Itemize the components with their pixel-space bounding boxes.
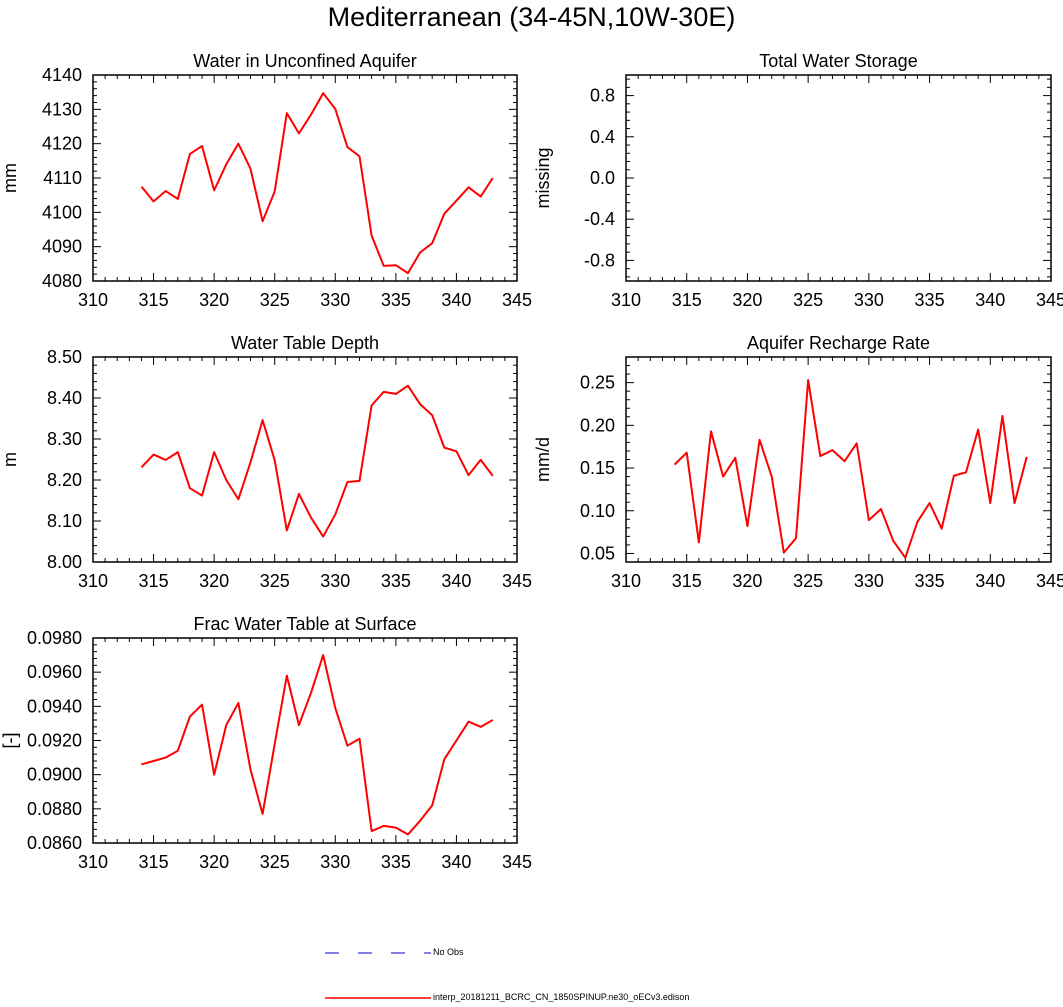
- x-tick-label: 345: [502, 571, 532, 591]
- y-tick-label: 0.0880: [27, 799, 82, 819]
- y-tick-label: 8.20: [47, 470, 82, 490]
- x-tick-label: 335: [381, 290, 411, 310]
- x-tick-label: 345: [502, 852, 532, 872]
- x-tick-label: 315: [139, 290, 169, 310]
- x-tick-label: 325: [260, 290, 290, 310]
- panel-title: Water Table Depth: [231, 333, 379, 353]
- y-tick-label: 0.0920: [27, 731, 82, 751]
- x-tick-label: 310: [78, 290, 108, 310]
- x-tick-label: 325: [793, 571, 823, 591]
- panel-title: Total Water Storage: [759, 51, 917, 71]
- series-line: [140, 384, 494, 538]
- y-tick-label: 0.05: [580, 543, 615, 563]
- x-tick-label: 345: [1036, 290, 1063, 310]
- y-tick-label: 4120: [42, 134, 82, 154]
- plot-frame: [92, 74, 518, 282]
- y-axis-label: mm: [0, 163, 20, 193]
- panel-title: Aquifer Recharge Rate: [747, 333, 930, 353]
- y-tick-label: 0.25: [580, 373, 615, 393]
- x-tick-label: 320: [732, 290, 762, 310]
- y-tick-label: 0.8: [590, 86, 615, 106]
- x-tick-label: 310: [78, 852, 108, 872]
- x-tick-label: 315: [139, 571, 169, 591]
- series-line: [140, 92, 494, 275]
- x-tick-label: 330: [320, 571, 350, 591]
- x-tick-label: 335: [915, 290, 945, 310]
- x-tick-label: 340: [441, 290, 471, 310]
- x-tick-label: 330: [320, 290, 350, 310]
- y-tick-label: 4110: [43, 168, 82, 188]
- x-tick-label: 330: [320, 852, 350, 872]
- y-tick-label: 4090: [42, 237, 82, 257]
- x-tick-label: 340: [975, 571, 1005, 591]
- x-tick-label: 310: [611, 571, 641, 591]
- x-tick-label: 315: [672, 571, 702, 591]
- panel-title: Frac Water Table at Surface: [193, 614, 416, 634]
- y-tick-label: 8.50: [47, 347, 82, 367]
- y-tick-label: 0.4: [590, 127, 615, 147]
- y-tick-label: 4130: [42, 99, 82, 119]
- plot-frame: [92, 637, 518, 844]
- y-tick-label: 4080: [42, 271, 82, 291]
- y-tick-label: 4140: [42, 65, 82, 85]
- y-tick-label: 0.0: [590, 168, 615, 188]
- y-tick-label: 0.20: [580, 415, 615, 435]
- y-tick-label: 8.00: [47, 552, 82, 572]
- y-axis-label: missing: [533, 147, 553, 208]
- x-tick-label: 345: [1036, 571, 1063, 591]
- x-tick-label: 340: [441, 852, 471, 872]
- x-tick-label: 330: [854, 290, 884, 310]
- y-tick-label: 0.0940: [27, 696, 82, 716]
- chart-panel-4: Aquifer Recharge Rate mm/d 310 315 320 325 330…: [533, 333, 1063, 591]
- x-tick-label: 310: [78, 571, 108, 591]
- y-tick-label: 0.10: [580, 501, 615, 521]
- x-tick-label: 335: [381, 571, 411, 591]
- x-tick-label: 310: [611, 290, 641, 310]
- x-tick-label: 345: [502, 290, 532, 310]
- x-tick-label: 325: [260, 571, 290, 591]
- series-line: [141, 654, 494, 836]
- y-tick-label: 8.10: [47, 511, 82, 531]
- x-tick-label: 340: [975, 290, 1005, 310]
- x-tick-label: 325: [260, 852, 290, 872]
- y-tick-label: 0.0900: [27, 765, 82, 785]
- y-axis-label: [-]: [0, 733, 20, 749]
- y-axis-label: m: [0, 452, 20, 467]
- y-tick-label: 0.15: [580, 458, 615, 478]
- chart-panel-1: Water in Unconfined Aquifer mm 310 315 320 32…: [0, 51, 532, 310]
- x-tick-label: 335: [381, 852, 411, 872]
- plot-frame: [625, 356, 1052, 563]
- x-tick-label: 330: [854, 571, 884, 591]
- chart-panel-2: Total Water Storage missing 310 315 320 325 33…: [533, 51, 1063, 310]
- y-tick-label: 0.0980: [27, 628, 82, 648]
- y-tick-label: 0.0860: [27, 833, 82, 853]
- x-tick-label: 315: [672, 290, 702, 310]
- chart-panel-3: Water Table Depth m 310 315 320 325 330 335 340 3…: [0, 333, 532, 591]
- y-tick-label: 4100: [42, 202, 82, 222]
- plot-frame: [625, 74, 1052, 282]
- y-tick-label: 0.0960: [27, 662, 82, 682]
- x-tick-label: 335: [915, 571, 945, 591]
- x-tick-label: 340: [441, 571, 471, 591]
- x-tick-label: 325: [793, 290, 823, 310]
- chart-panel-5: Frac Water Table at Surface [-] 310 315 320 3…: [0, 614, 532, 872]
- x-tick-label: 320: [199, 571, 229, 591]
- y-tick-label: 8.40: [47, 388, 82, 408]
- y-axis-label: mm/d: [533, 437, 553, 482]
- series-line: [673, 379, 1028, 559]
- y-tick-label: -0.4: [584, 209, 615, 229]
- page-title: Mediterranean (34-45N,10W-30E): [327, 2, 736, 32]
- panel-title: Water in Unconfined Aquifer: [193, 51, 416, 71]
- x-tick-label: 320: [732, 571, 762, 591]
- y-tick-label: -0.8: [584, 250, 615, 270]
- x-tick-label: 315: [139, 852, 169, 872]
- y-tick-label: 8.30: [47, 429, 82, 449]
- x-tick-label: 320: [199, 852, 229, 872]
- x-tick-label: 320: [199, 290, 229, 310]
- plot-frame: [92, 356, 518, 563]
